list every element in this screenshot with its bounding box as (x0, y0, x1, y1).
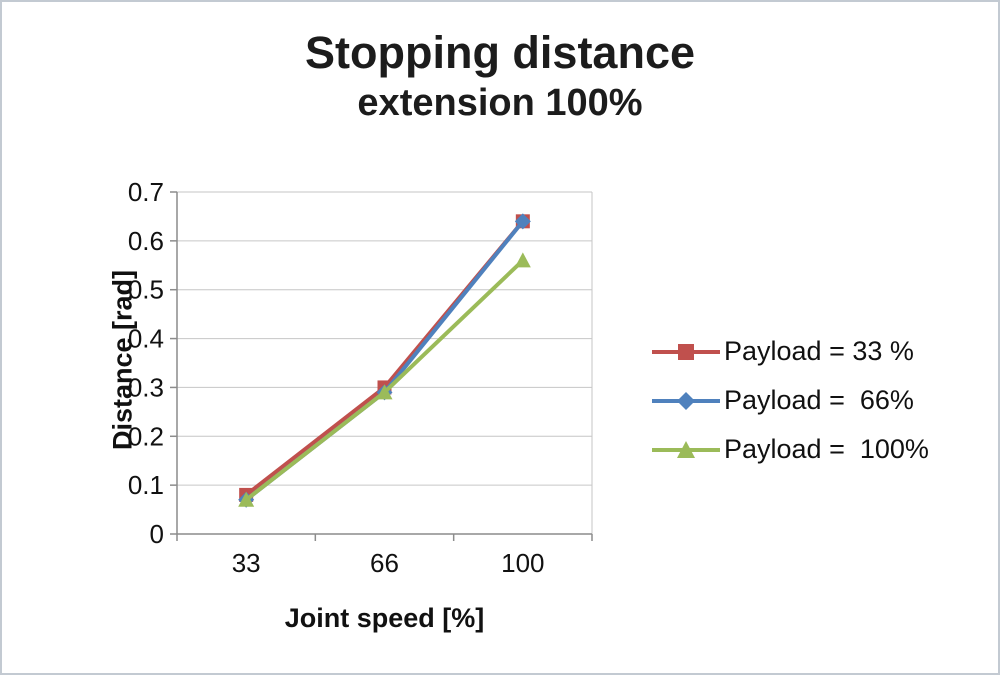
legend-label: Payload = 66% (724, 385, 914, 415)
chart-title: Stopping distance (304, 27, 695, 78)
x-tick-label: 66 (370, 548, 399, 578)
legend-key-icon (652, 343, 720, 360)
square-marker-icon (678, 343, 694, 360)
chart-subtitle: extension 100% (357, 81, 643, 124)
y-tick-label: 0.3 (128, 372, 164, 402)
legend-key-icon (652, 391, 720, 410)
y-tick-label: 0 (150, 519, 164, 549)
y-tick-label: 0.1 (128, 470, 164, 500)
triangle-marker-icon (677, 440, 695, 458)
legend-item: Payload = 66% (650, 385, 929, 416)
triangle-marker-icon (238, 491, 255, 507)
y-tick-label: 0.7 (128, 177, 164, 207)
x-axis-title: Joint speed [%] (284, 603, 485, 633)
triangle-marker-icon (514, 252, 531, 268)
legend-item: Payload = 33 % (650, 336, 929, 367)
legend: Payload = 33 % Payload = 66% Payload = 100… (650, 336, 929, 465)
x-tick-label: 100 (501, 548, 544, 578)
legend-label: Payload = 33 % (724, 336, 914, 366)
triangle-marker-icon (376, 384, 393, 400)
legend-key-icon (652, 440, 720, 458)
title-block: Stopping distance extension 100% (2, 28, 998, 125)
series-line (244, 219, 525, 502)
diamond-marker-icon (677, 391, 695, 410)
legend-item: Payload = 100% (650, 434, 929, 465)
legend-label: Payload = 100% (724, 434, 929, 464)
plot-area: 0 0.1 0.2 0.3 0.4 0.5 0.6 0.7 33 66 100 (128, 177, 593, 578)
y-tick-label: 0.5 (128, 275, 164, 305)
series-line (244, 219, 525, 497)
x-tick-label: 33 (232, 548, 261, 578)
y-tick-label: 0.2 (128, 421, 164, 451)
y-tick-label: 0.6 (128, 226, 164, 256)
y-tick-label: 0.4 (128, 324, 164, 354)
diamond-marker-icon (514, 213, 531, 230)
